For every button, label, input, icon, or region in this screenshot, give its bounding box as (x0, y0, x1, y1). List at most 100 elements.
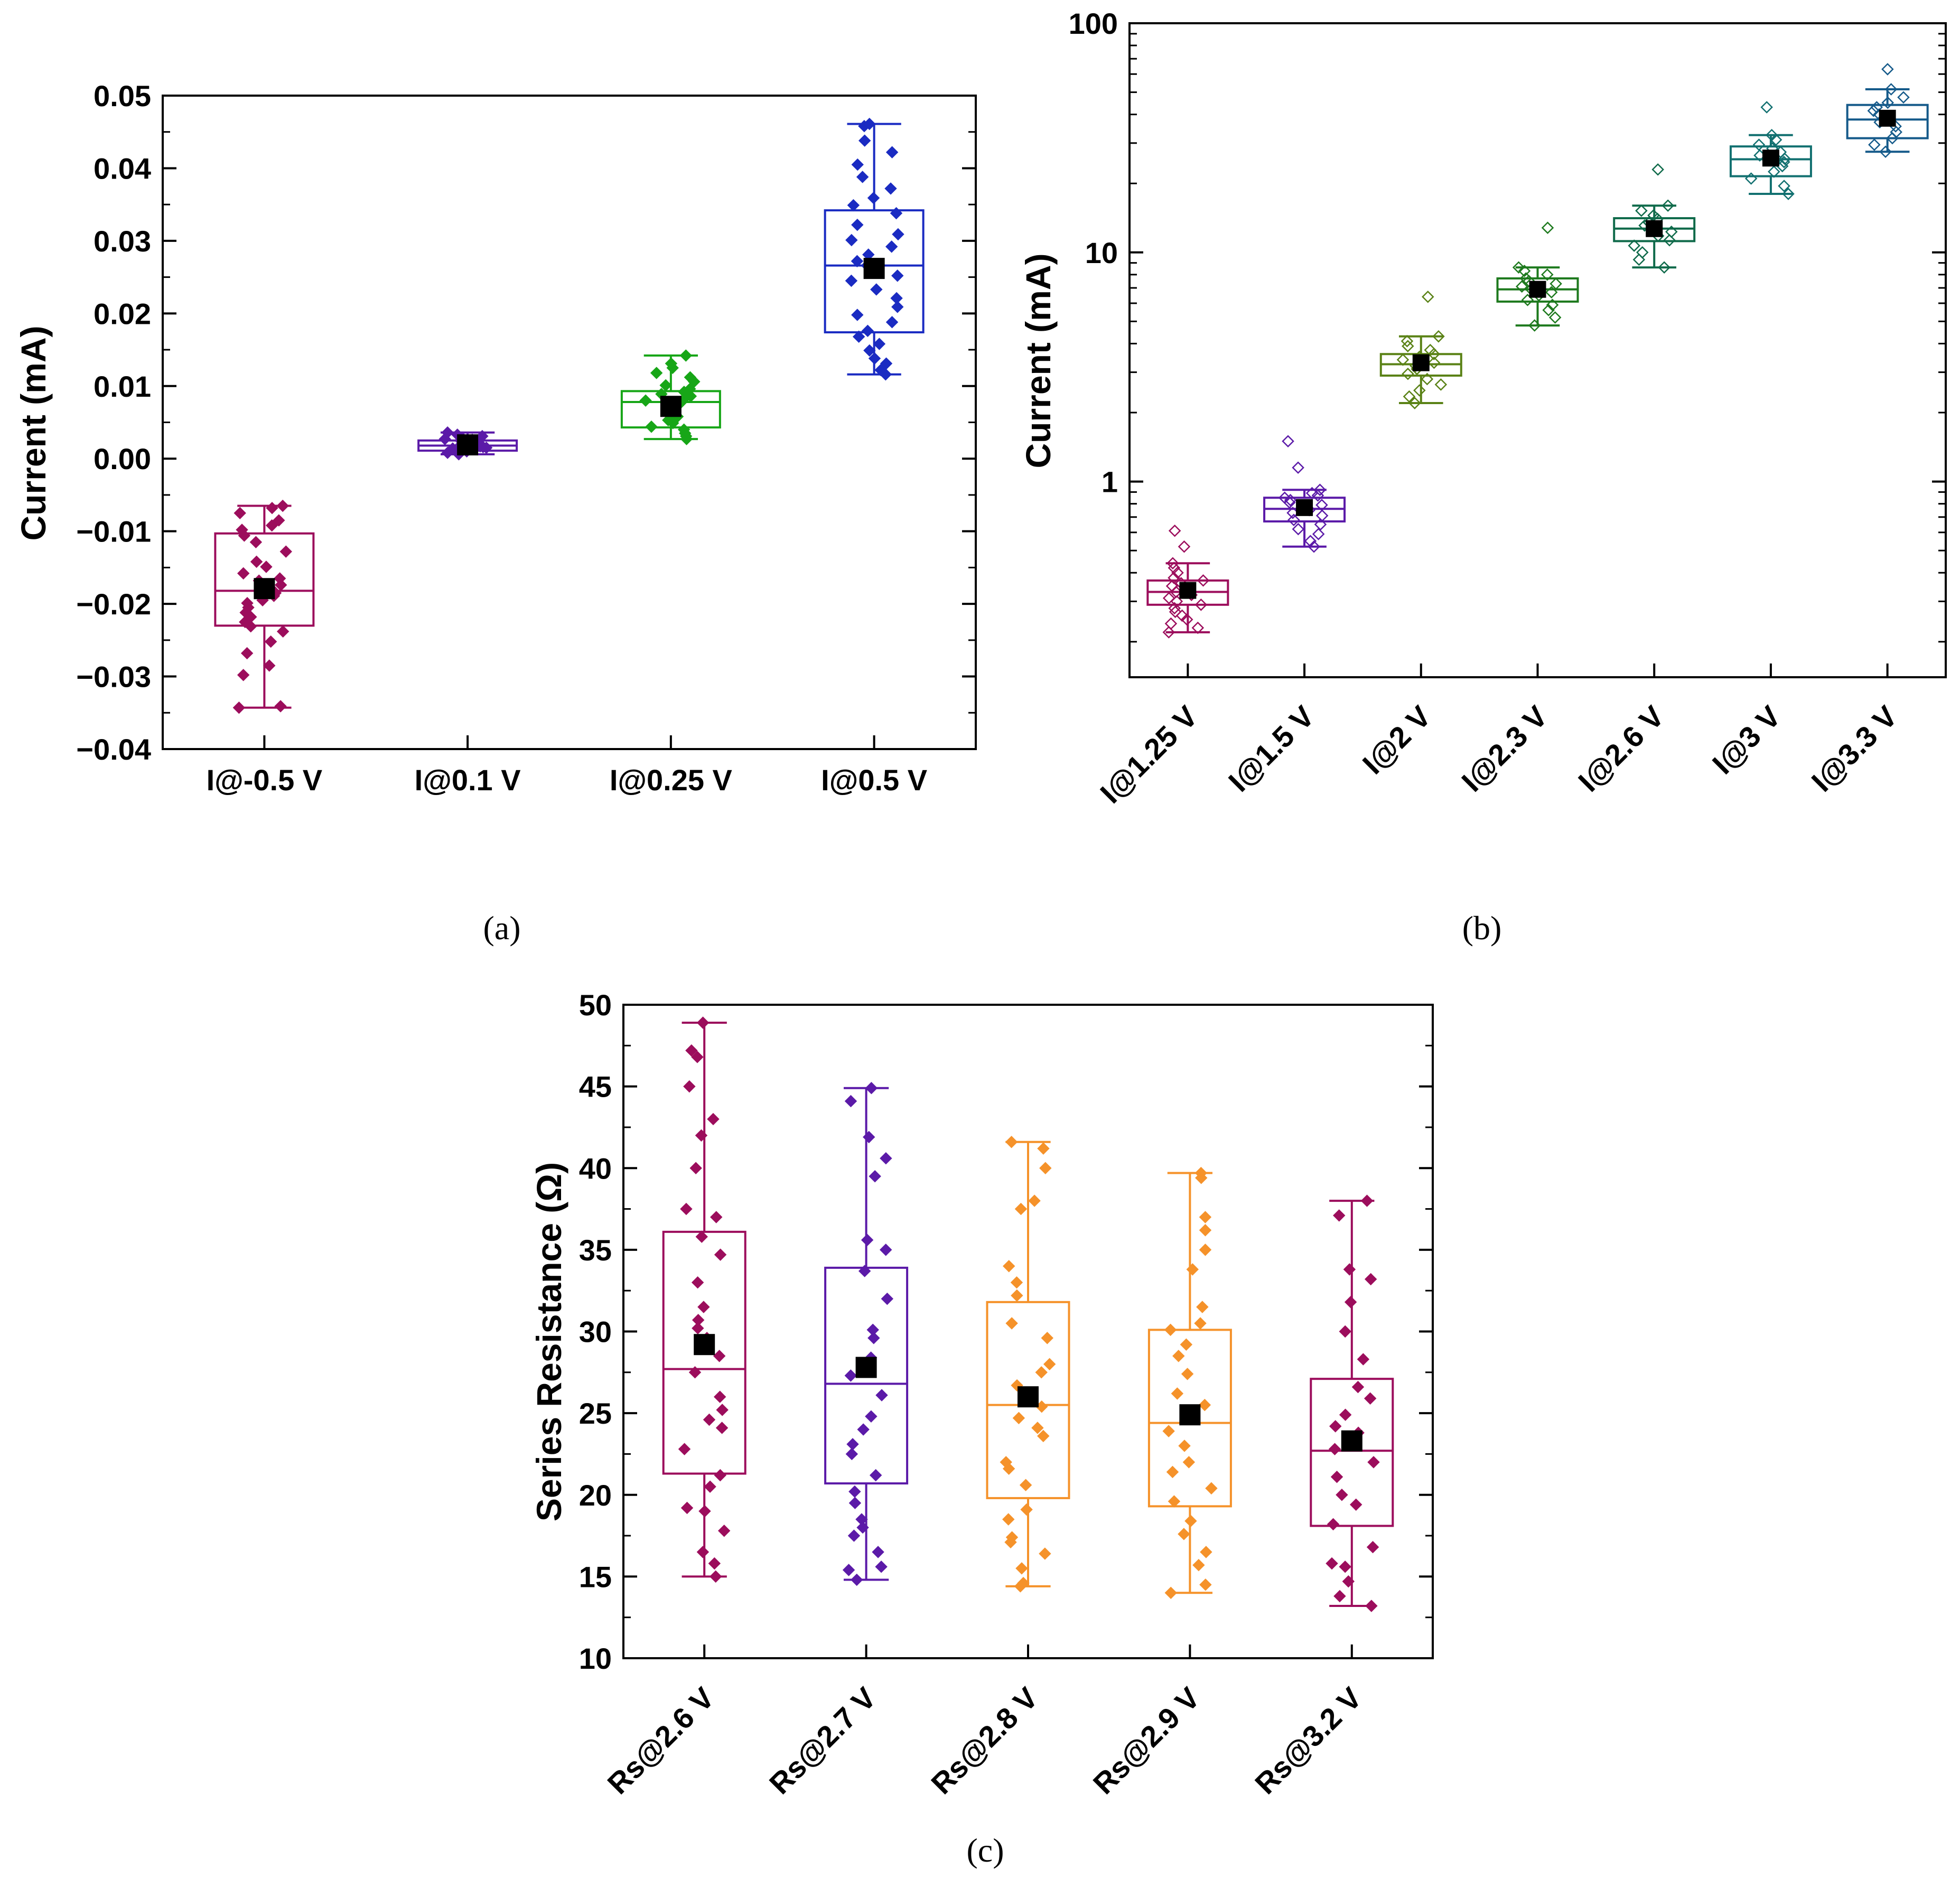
data-point (1401, 335, 1414, 348)
data-point (845, 233, 858, 247)
data-point (1550, 277, 1562, 290)
data-point (659, 379, 672, 392)
data-point (441, 426, 454, 439)
data-point (260, 560, 273, 573)
data-point (1178, 1528, 1190, 1540)
x-tick-label: I@2.3 V (1455, 699, 1554, 798)
box-iqr (824, 209, 925, 334)
panel-label: (b) (1462, 909, 1502, 947)
data-point (1010, 1276, 1023, 1289)
data-point (866, 1323, 879, 1336)
data-point (885, 146, 899, 158)
box-iqr (620, 390, 721, 429)
data-point (885, 316, 899, 329)
data-point (1164, 1323, 1177, 1336)
mean-marker (254, 578, 275, 600)
data-point (713, 1390, 726, 1403)
mean-marker (457, 434, 479, 456)
mean-marker (660, 396, 682, 417)
data-point (691, 1276, 704, 1289)
data-point (1665, 226, 1678, 238)
data-point (276, 499, 289, 512)
y-tick-label: 50 (579, 988, 612, 1022)
data-point (650, 367, 663, 379)
mean-marker (1179, 582, 1197, 599)
data-point (1545, 286, 1558, 299)
data-point (1521, 294, 1534, 306)
data-point (1350, 1498, 1362, 1511)
data-point (680, 1501, 694, 1515)
data-point (234, 507, 246, 520)
data-point (880, 357, 893, 370)
data-point (1178, 1440, 1191, 1452)
data-point (1881, 63, 1894, 76)
data-point (875, 1560, 888, 1573)
box-plot-0 (662, 1016, 746, 1583)
data-point (1314, 518, 1327, 531)
data-point (867, 192, 880, 204)
box-iqr (214, 532, 315, 627)
data-point (696, 1016, 710, 1029)
data-point (1304, 535, 1317, 547)
data-point (890, 292, 903, 305)
data-point (1897, 91, 1910, 104)
data-point (1180, 1338, 1193, 1351)
data-point (1162, 592, 1175, 605)
data-point (1365, 1600, 1378, 1612)
data-point (873, 338, 886, 350)
data-point (1339, 1408, 1352, 1421)
data-point (851, 1573, 863, 1586)
data-point (1548, 311, 1562, 324)
data-point (1292, 522, 1305, 536)
data-point (684, 371, 697, 384)
data-point (1333, 1209, 1346, 1222)
data-point (1172, 1350, 1185, 1362)
data-point (880, 1244, 892, 1256)
data-point (237, 669, 250, 681)
data-point (1196, 1301, 1209, 1313)
data-point (279, 545, 292, 558)
x-tick-label: Rs@2.6 V (601, 1681, 720, 1800)
y-tick-label: −0.04 (76, 733, 151, 766)
x-tick-label: I@1.25 V (1094, 699, 1204, 810)
y-tick-label: 0.03 (94, 225, 151, 258)
data-point (1518, 265, 1531, 277)
data-point (1364, 1392, 1377, 1405)
data-point (1541, 268, 1554, 281)
mean-marker (1879, 109, 1896, 127)
y-tick-label: 35 (579, 1233, 612, 1267)
data-point (891, 269, 904, 282)
data-point (1037, 1429, 1050, 1443)
y-tick-label: 1 (1102, 465, 1118, 499)
y-tick-label: 20 (579, 1479, 612, 1512)
data-point (1546, 298, 1559, 311)
data-point (865, 1410, 878, 1423)
data-point (683, 1080, 696, 1093)
data-point (1768, 165, 1780, 178)
data-point (1778, 180, 1790, 192)
x-tick-label: I@2 V (1356, 699, 1438, 781)
mean-marker (1646, 220, 1663, 237)
data-point (1278, 491, 1291, 504)
data-point (1028, 1194, 1041, 1207)
data-point (1005, 1136, 1018, 1148)
data-point (1651, 163, 1664, 176)
data-point (1744, 172, 1758, 185)
data-point (851, 218, 864, 231)
data-point (1635, 204, 1648, 217)
data-point (1765, 128, 1778, 142)
data-point (869, 1170, 881, 1183)
data-point (1333, 1590, 1346, 1603)
data-point (1328, 1443, 1341, 1455)
data-point (266, 501, 278, 515)
data-point (1542, 304, 1555, 316)
data-point (1031, 1422, 1044, 1434)
x-tick-label: I@1.5 V (1222, 699, 1321, 798)
data-point (884, 182, 897, 195)
data-point (851, 158, 864, 171)
data-point (1339, 1560, 1351, 1573)
data-point (1421, 372, 1434, 386)
box-plot-3 (824, 117, 925, 381)
mean-marker (1529, 281, 1546, 298)
data-point (1364, 1273, 1377, 1286)
